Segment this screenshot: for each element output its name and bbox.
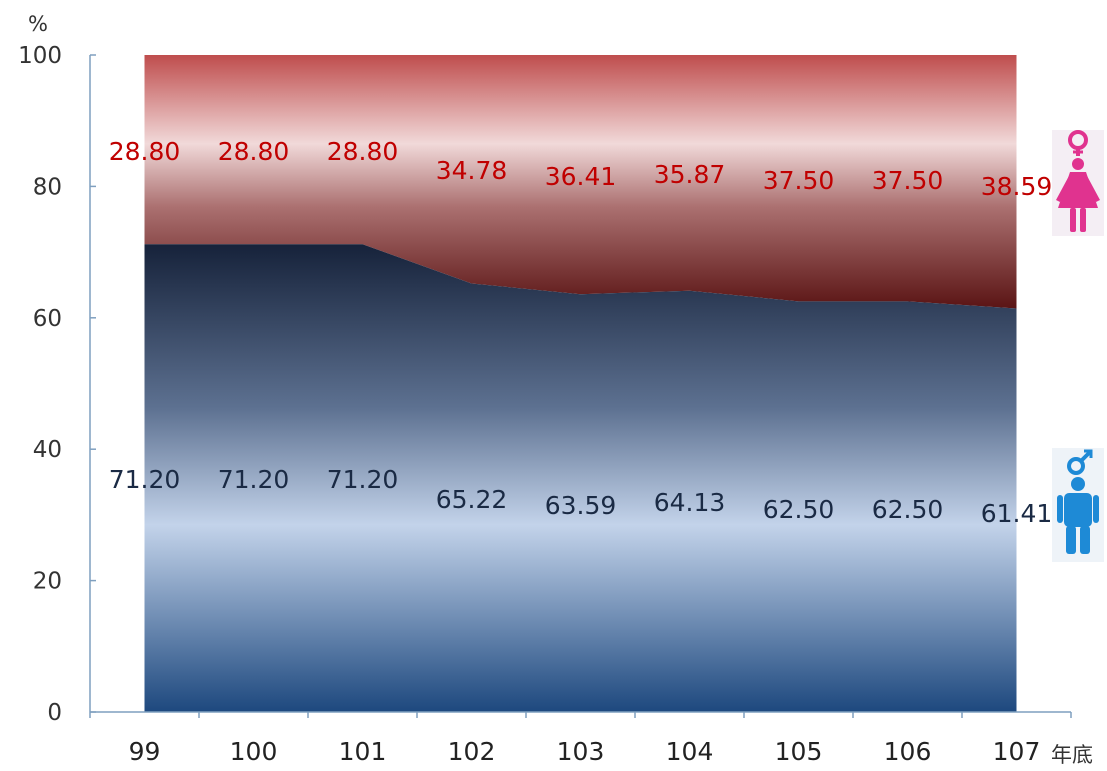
female-data-label: 34.78 <box>436 156 508 185</box>
y-tick-label: 60 <box>33 306 62 332</box>
female-data-label: 28.80 <box>218 137 290 166</box>
female-data-label: 28.80 <box>109 137 181 166</box>
x-tick-label: 106 <box>884 737 932 766</box>
female-data-label: 37.50 <box>872 166 944 195</box>
male-data-label: 63.59 <box>545 491 617 520</box>
x-tick-label: 103 <box>557 737 605 766</box>
y-tick-label: 20 <box>33 569 62 595</box>
y-axis-unit: % <box>28 12 48 36</box>
male-data-label: 71.20 <box>327 465 399 494</box>
area-male <box>144 244 1017 712</box>
female-data-label: 37.50 <box>763 166 835 195</box>
female-data-label: 38.59 <box>981 172 1053 201</box>
female-data-label: 35.87 <box>654 160 726 189</box>
x-tick-label: 99 <box>129 737 161 766</box>
x-tick-label: 100 <box>230 737 278 766</box>
male-data-label: 65.22 <box>436 485 508 514</box>
male-data-label: 71.20 <box>109 465 181 494</box>
male-data-label: 64.13 <box>654 488 726 517</box>
x-tick-label: 101 <box>339 737 387 766</box>
y-tick-label: 100 <box>18 43 62 69</box>
male-data-label: 61.41 <box>981 499 1053 528</box>
area-female <box>144 55 1017 309</box>
y-tick-label: 40 <box>33 437 62 463</box>
y-tick-label: 0 <box>47 700 62 726</box>
x-tick-label: 107 <box>993 737 1041 766</box>
male-data-label: 71.20 <box>218 465 290 494</box>
y-tick-label: 80 <box>33 174 62 200</box>
x-tick-label: 104 <box>666 737 714 766</box>
x-tick-label: 102 <box>448 737 496 766</box>
female-figure-icon <box>1052 130 1104 236</box>
male-data-label: 62.50 <box>763 495 835 524</box>
female-data-label: 28.80 <box>327 137 399 166</box>
female-data-label: 36.41 <box>545 162 617 191</box>
x-tick-label: 105 <box>775 737 823 766</box>
male-data-label: 62.50 <box>872 495 944 524</box>
x-axis-unit: 年底 <box>1051 743 1093 767</box>
male-figure-icon <box>1052 448 1104 562</box>
